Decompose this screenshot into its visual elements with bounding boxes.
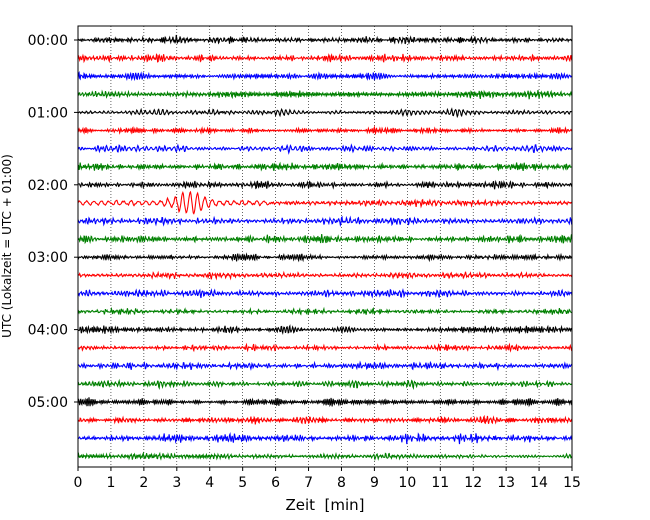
trace-row	[77, 125, 573, 136]
x-tick-label: 2	[139, 475, 148, 491]
trace-row	[77, 288, 573, 299]
y-tick-label: 00:00	[28, 33, 68, 49]
trace-row	[77, 451, 573, 461]
trace-row	[77, 143, 573, 155]
x-tick-label: 10	[398, 475, 416, 491]
trace-row	[77, 179, 573, 190]
x-axis-ticks: 0 1 2 3 4 5 6 7 8 9 10 11 12 13 14 15	[74, 467, 581, 491]
trace-row	[77, 70, 573, 82]
x-tick-label: 8	[337, 475, 346, 491]
y-axis-ticks: 00:00 01:00 02:00 03:00 04:00 05:00	[28, 33, 78, 411]
y-tick-label: 03:00	[28, 250, 68, 266]
x-tick-label: 12	[464, 475, 482, 491]
trace-row	[77, 107, 573, 119]
x-tick-label: 5	[238, 475, 247, 491]
trace-row	[77, 378, 573, 390]
trace-row	[77, 252, 573, 263]
trace-rows	[77, 34, 573, 461]
y-tick-label: 01:00	[28, 105, 68, 121]
trace-row	[77, 431, 573, 445]
trace-row	[77, 360, 573, 372]
x-tick-label: 1	[106, 475, 115, 491]
x-tick-label: 11	[431, 475, 449, 491]
trace-row	[77, 397, 573, 408]
trace-row	[77, 190, 573, 215]
x-tick-label: 7	[304, 475, 313, 491]
trace-row	[77, 215, 573, 228]
y-tick-label: 04:00	[28, 323, 68, 339]
trace-row	[77, 34, 573, 45]
x-tick-label: 3	[172, 475, 181, 491]
trace-row	[77, 233, 573, 245]
trace-row	[77, 161, 573, 172]
x-tick-label: 14	[530, 475, 548, 491]
y-axis-label: UTC (Lokalzeit = UTC + 01:00)	[0, 154, 14, 338]
plot-area-frame	[77, 25, 573, 468]
y-tick-label: 05:00	[28, 395, 68, 411]
trace-row	[77, 52, 573, 64]
y-tick-label: 02:00	[28, 178, 68, 194]
x-tick-label: 9	[370, 475, 379, 491]
x-tick-label: 13	[497, 475, 515, 491]
x-tick-label: 0	[74, 475, 83, 491]
trace-row	[77, 89, 573, 100]
x-axis-label: Zeit [min]	[285, 496, 364, 514]
x-tick-label: 15	[563, 475, 581, 491]
trace-row	[77, 306, 573, 316]
trace-row	[77, 324, 573, 336]
trace-row	[77, 270, 573, 281]
trace-row	[77, 414, 573, 425]
x-tick-label: 6	[271, 475, 280, 491]
trace-row	[77, 342, 573, 353]
x-tick-label: 4	[205, 475, 214, 491]
